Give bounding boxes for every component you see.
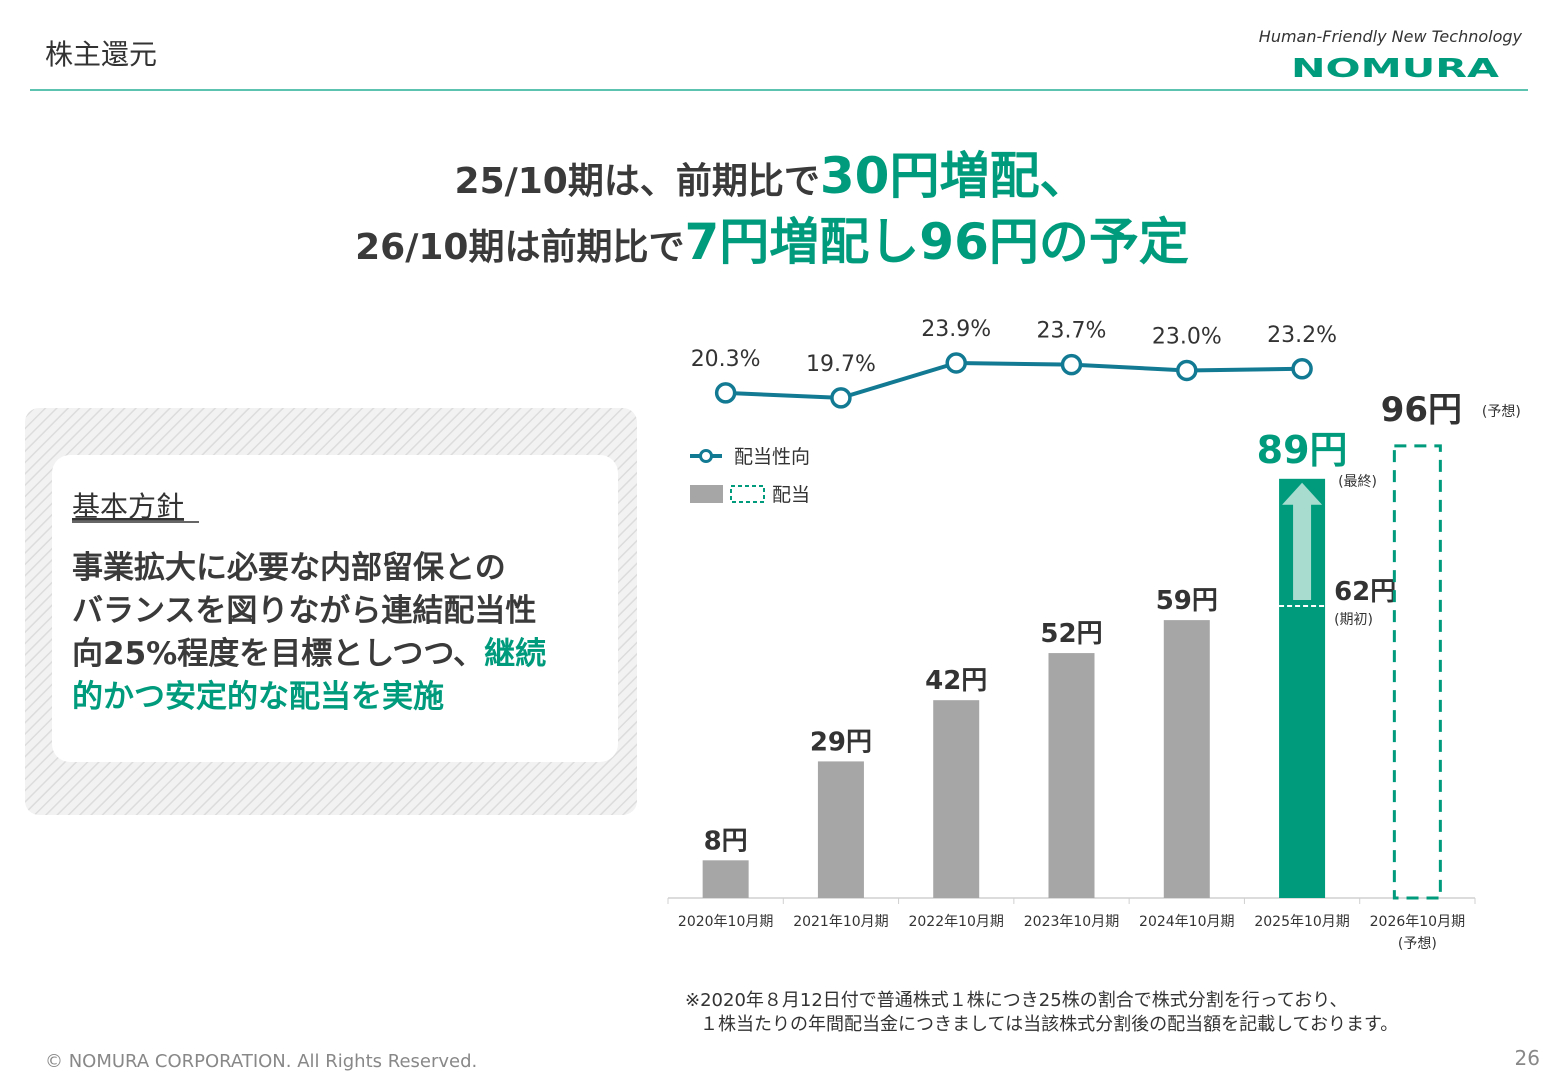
payout-label: 19.7% bbox=[806, 352, 876, 377]
x-tick-label: 2023年10月期 bbox=[1024, 914, 1119, 930]
bar bbox=[1048, 653, 1095, 898]
policy-highlight: 的かつ安定的な配当を実施 bbox=[72, 679, 444, 715]
x-tick-label: (予想) bbox=[1398, 936, 1437, 952]
legend-marker bbox=[699, 449, 713, 463]
payout-point bbox=[1060, 353, 1083, 376]
policy-line: 事業拡大に必要な内部留保との bbox=[72, 550, 506, 586]
payout-line bbox=[725, 360, 1303, 400]
bar-label: 52円 bbox=[1040, 619, 1102, 649]
bar-forecast bbox=[1392, 444, 1442, 900]
headline: 25/10期は、前期比で30円増配、 26/10期は前期比で7円増配し96円の予定 bbox=[355, 147, 1189, 271]
legend-label: 配当性向 bbox=[734, 446, 810, 468]
bar-label: 59円 bbox=[1156, 586, 1218, 616]
policy-highlight: 継続 bbox=[484, 636, 546, 672]
bar bbox=[702, 860, 749, 898]
footnote: ※2020年８月12日付で普通株式１株につき25株の割合で株式分割を行っており、 bbox=[685, 990, 1348, 1011]
legend-swatch bbox=[690, 485, 723, 503]
policy-text: 事業拡大に必要な内部留保との bbox=[72, 550, 506, 586]
x-tick-label: 2021年10月期 bbox=[793, 914, 888, 930]
policy-body: 事業拡大に必要な内部留保とのバランスを図りながら連結配当性向25%程度を目標とし… bbox=[72, 550, 546, 715]
legend-label: 配当 bbox=[772, 484, 810, 506]
policy-text: バランスを図りながら連結配当性 bbox=[72, 593, 536, 629]
payout-point bbox=[830, 387, 852, 409]
initial-forecast-label: 62円 bbox=[1334, 577, 1396, 607]
policy-card bbox=[52, 455, 618, 762]
bar-label: 29円 bbox=[810, 727, 872, 757]
tagline: Human-Friendly New Technology bbox=[1259, 27, 1523, 46]
increase-arrow bbox=[1282, 482, 1323, 600]
x-tick-label: 2025年10月期 bbox=[1254, 914, 1349, 930]
chart: 2020年10月期 2021年10月期 2022年10月期 2023年10月期 2024… bbox=[667, 317, 1521, 952]
bar-label: 42円 bbox=[925, 666, 987, 696]
policy-title: 基本方針 bbox=[72, 490, 184, 523]
forecast-note: (予想) bbox=[1482, 404, 1521, 420]
payout-label: 23.9% bbox=[921, 317, 991, 342]
payout-label: 23.2% bbox=[1267, 323, 1337, 348]
headline-line: 26/10期は前期比で7円増配し96円の予定 bbox=[355, 213, 1189, 271]
payout-label: 20.3% bbox=[691, 347, 761, 372]
headline-line: 25/10期は、前期比で30円増配、 bbox=[455, 147, 1090, 205]
bar bbox=[1163, 620, 1210, 898]
bar-label: 8円 bbox=[704, 826, 748, 856]
bar-label: 89円 bbox=[1257, 428, 1348, 472]
policy-text: 向25%程度を目標としつつ、 bbox=[72, 636, 484, 672]
payout-label: 23.0% bbox=[1152, 324, 1222, 349]
payout-point bbox=[714, 382, 737, 404]
payout-point bbox=[1291, 358, 1313, 380]
initial-forecast-note: (期初) bbox=[1334, 611, 1373, 628]
page-number: 26 bbox=[1515, 1046, 1540, 1070]
bar-label: 96円 bbox=[1381, 390, 1462, 430]
copyright: © NOMURA CORPORATION. All Rights Reserve… bbox=[45, 1051, 477, 1072]
final-note: (最終) bbox=[1338, 474, 1377, 490]
page-title: 株主還元 bbox=[45, 38, 157, 71]
headline-highlight: 30円増配、 bbox=[820, 147, 1090, 205]
payout-label: 23.7% bbox=[1037, 319, 1107, 344]
payout-point bbox=[1176, 359, 1198, 382]
x-tick-label: 2020年10月期 bbox=[678, 914, 773, 930]
headline-highlight: 7円増配し96円の予定 bbox=[684, 213, 1188, 271]
bar bbox=[933, 700, 980, 898]
logo: NOMURA bbox=[1291, 54, 1499, 84]
policy-line: 的かつ安定的な配当を実施 bbox=[72, 679, 444, 715]
policy-line: 向25%程度を目標としつつ、継続 bbox=[72, 636, 546, 672]
x-tick-label: 2026年10月期 bbox=[1370, 914, 1465, 930]
x-tick-label: 2022年10月期 bbox=[908, 914, 1003, 930]
footnote: １株当たりの年間配当金につきましては当該株式分割後の配当額を記載しております。 bbox=[700, 1014, 1398, 1035]
payout-point bbox=[945, 352, 967, 374]
headline-text: 25/10期は、前期比で bbox=[455, 161, 820, 202]
policy-line: バランスを図りながら連結配当性 bbox=[72, 593, 536, 629]
legend-swatch-forecast bbox=[730, 485, 765, 503]
x-tick-label: 2024年10月期 bbox=[1139, 914, 1234, 930]
bar bbox=[817, 761, 864, 898]
headline-text: 26/10期は前期比で bbox=[355, 227, 684, 268]
